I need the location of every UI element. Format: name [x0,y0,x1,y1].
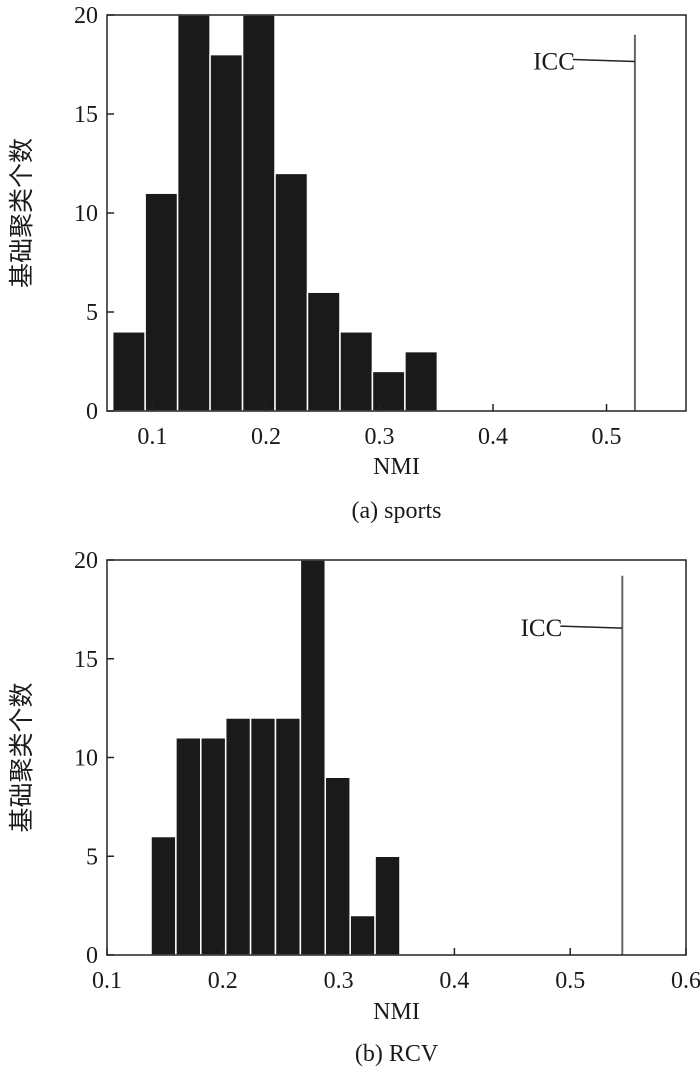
y-axis-label: 基础聚类个数 [8,682,36,832]
y-tick-label: 15 [74,102,98,128]
x-axis-label: NMI [373,454,420,480]
histogram-bar [404,350,439,412]
histogram-bar [274,717,302,956]
x-tick-label: 0.3 [364,424,394,450]
x-ticks: 0.1 0.2 0.3 0.4 0.5 0.6 [92,948,700,994]
histogram-bar [249,717,277,956]
y-ticks: 0 5 10 15 20 [74,3,114,425]
histogram-bar [224,717,252,956]
histogram-bar [144,192,179,412]
histogram-bar [374,855,401,956]
histogram-bar [200,737,227,956]
chart-caption: (a) sports [352,498,442,524]
histogram-bar [241,14,276,412]
x-ticks: 0.1 0.2 0.3 0.4 0.5 [137,404,622,450]
y-tick-label: 5 [86,300,98,326]
histogram-bar [274,172,309,412]
y-ticks: 0 5 10 15 20 [74,548,114,969]
histogram-bar [150,835,177,956]
histogram-bar [209,53,244,412]
x-tick-label: 0.6 [671,968,700,994]
x-tick-label: 0.4 [439,968,469,994]
y-tick-label: 15 [74,647,98,673]
icc-label: ICC [533,49,575,76]
y-tick-label: 0 [86,399,98,425]
x-tick-label: 0.5 [555,968,585,994]
y-tick-label: 5 [86,844,98,870]
x-tick-label: 0.1 [92,968,122,994]
y-axis-label: 基础聚类个数 [8,138,36,288]
y-tick-label: 20 [74,3,98,29]
histogram-bar [176,14,211,412]
histogram-bar [371,370,406,412]
icc-label: ICC [521,615,563,642]
y-tick-label: 20 [74,548,98,574]
histogram-bar [349,914,376,956]
histogram-bar [306,291,341,412]
icc-leader-line [560,625,623,629]
x-axis-label: NMI [373,999,420,1025]
histogram-bar [299,559,327,956]
x-tick-label: 0.5 [592,424,622,450]
y-tick-label: 10 [74,746,98,772]
histogram-bar [175,737,202,956]
y-tick-label: 0 [86,943,98,969]
bar-group [150,559,401,956]
chart-panel-rcv: ICC 0 5 10 15 20 0.1 0.2 0.3 0.4 0.5 0.6 NMI 基础聚类… [8,548,700,1067]
histogram-bar [339,331,374,412]
x-tick-label: 0.4 [478,424,508,450]
chart-caption: (b) RCV [355,1041,439,1067]
icc-leader-line [572,58,635,63]
x-tick-label: 0.2 [251,424,281,450]
x-tick-label: 0.2 [208,968,238,994]
bar-group [111,14,439,412]
x-tick-label: 0.1 [137,424,167,450]
y-tick-label: 10 [74,201,98,227]
histogram-bar [111,331,146,412]
x-tick-label: 0.3 [324,968,354,994]
histogram-bar [324,776,351,956]
